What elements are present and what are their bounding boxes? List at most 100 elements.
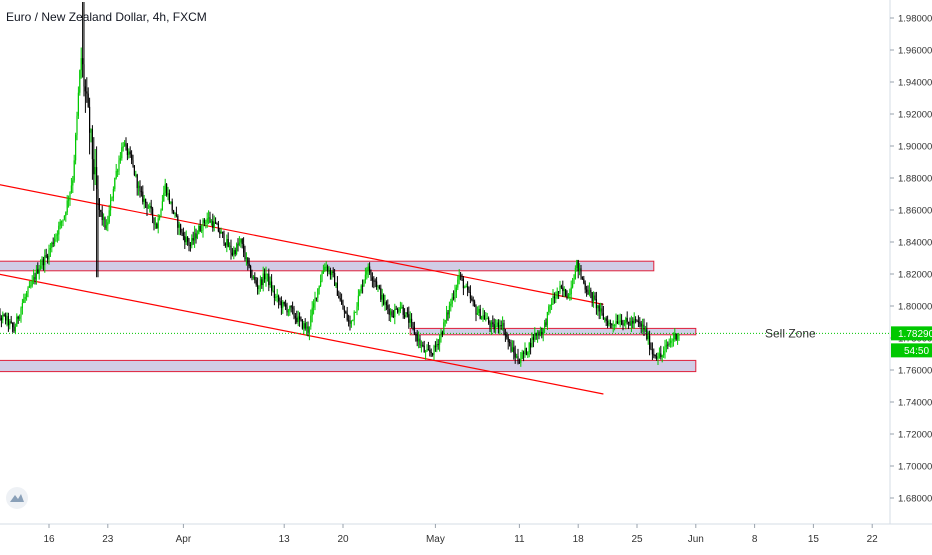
candle-body <box>450 303 452 306</box>
candle-body <box>300 319 302 321</box>
time-axis[interactable]: 16 23 Apr 13 20 May 11 18 25 Jun 8 15 22 <box>0 523 932 545</box>
candle-body <box>663 350 665 356</box>
candle-body <box>397 308 399 313</box>
candle-body <box>196 233 198 239</box>
candle-body <box>315 297 317 299</box>
candle-body <box>621 320 623 325</box>
candle-body <box>237 244 239 246</box>
tradingview-logo-icon[interactable] <box>6 487 28 509</box>
candle-body <box>201 230 203 232</box>
candle-body <box>174 212 176 214</box>
candle-body <box>642 324 644 327</box>
candle-body <box>229 245 231 247</box>
candle-body <box>52 242 54 244</box>
candle-body <box>649 335 651 349</box>
candle-body <box>441 332 443 335</box>
candle-body <box>6 316 8 321</box>
candle-body <box>678 334 680 336</box>
candle-body <box>478 308 480 313</box>
candle-body <box>84 86 86 92</box>
candle-body <box>425 351 427 353</box>
candle-body <box>436 344 438 348</box>
candle-body <box>49 247 51 250</box>
candle-body <box>40 265 42 269</box>
time-tick-label: 16 <box>43 534 55 545</box>
candle-body <box>79 70 81 93</box>
candle-body <box>632 320 634 324</box>
candle-body <box>136 174 138 189</box>
candle-body <box>633 319 635 324</box>
candle-body <box>126 144 128 155</box>
candle-body <box>364 274 366 280</box>
candle-body <box>626 318 628 322</box>
candle-body <box>304 323 306 329</box>
candle-body <box>492 322 494 325</box>
candle-body <box>584 283 586 290</box>
candle-body <box>483 315 485 320</box>
price-axis[interactable]: 1.98000 1.96000 1.94000 1.92000 1.90000 1.880… <box>889 0 932 524</box>
candle-body <box>28 285 30 288</box>
candle-body <box>497 322 499 328</box>
candle-body <box>623 323 625 325</box>
candle-body <box>639 322 641 324</box>
candle-body <box>265 274 267 280</box>
candle-body <box>0 318 3 321</box>
candle-body <box>121 147 123 159</box>
candle-body <box>114 178 116 189</box>
candle-body <box>105 225 107 229</box>
candle-body <box>44 255 46 266</box>
candle-body <box>222 231 224 234</box>
candle-body <box>89 106 91 133</box>
candle-body <box>350 320 352 324</box>
candle-body <box>325 266 327 268</box>
candle-body <box>556 291 558 298</box>
candle-body <box>546 311 548 326</box>
candle-body <box>205 222 207 224</box>
price-tick-label: 1.94000 <box>898 78 932 89</box>
candle-body <box>336 282 338 296</box>
candle-body <box>637 321 639 323</box>
candle-body <box>538 332 540 336</box>
price-tick-label: 1.86000 <box>898 206 932 217</box>
candle-body <box>164 184 166 193</box>
candle-body <box>493 324 495 330</box>
candle-body <box>583 278 585 284</box>
candle-body <box>474 301 476 307</box>
price-tick-label: 1.92000 <box>898 110 932 121</box>
candle-body <box>119 158 121 161</box>
candle-body <box>366 270 368 275</box>
candle-body <box>93 159 95 175</box>
candle-body <box>294 316 296 318</box>
candle-body <box>236 244 238 255</box>
candle-body <box>427 349 429 351</box>
candle-body <box>35 269 37 280</box>
candle-body <box>359 291 361 296</box>
candle-body <box>566 296 568 299</box>
candle-body <box>307 326 309 333</box>
time-tick-label: 13 <box>279 534 291 545</box>
candle-body <box>324 267 326 271</box>
candle-body <box>409 318 411 323</box>
candle-body <box>628 321 630 324</box>
candle-body <box>460 275 462 277</box>
candle-body <box>385 302 387 306</box>
candle-body <box>426 349 428 352</box>
candle-body <box>223 233 225 244</box>
candle-body <box>30 285 32 287</box>
candle-body <box>234 250 236 255</box>
candle-body <box>224 243 226 246</box>
candle-body <box>593 295 595 301</box>
candle-body <box>429 349 431 353</box>
candle-body <box>244 252 246 260</box>
candle-body <box>345 311 347 314</box>
candle-body <box>521 352 523 359</box>
candle-body <box>537 332 539 336</box>
candle-body <box>317 288 319 298</box>
candle-body <box>42 259 44 266</box>
candle-body <box>280 301 282 308</box>
candle-body <box>541 331 543 335</box>
candle-body <box>68 199 70 201</box>
candle-body <box>14 326 16 331</box>
